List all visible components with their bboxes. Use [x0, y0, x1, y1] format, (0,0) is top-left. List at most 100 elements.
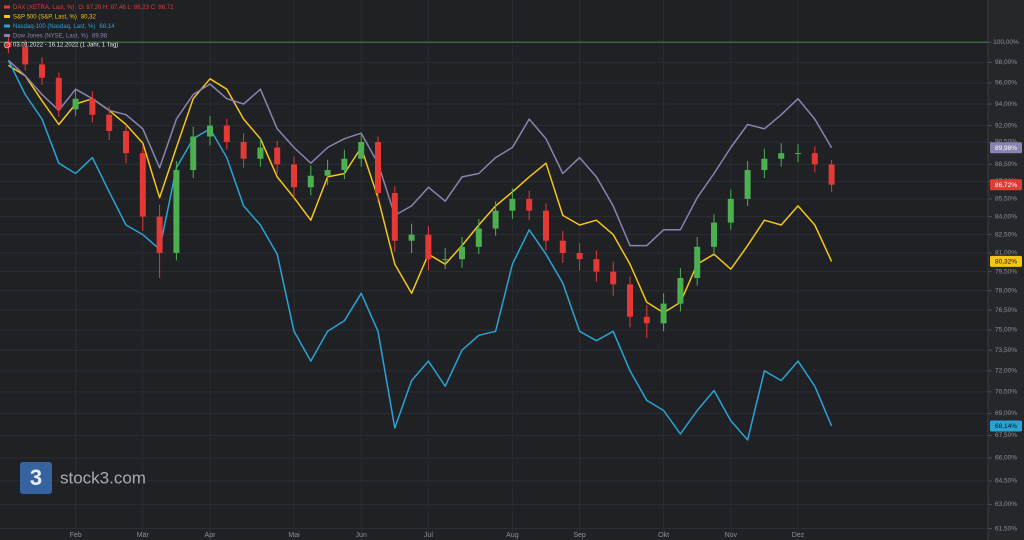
candle-body	[257, 147, 264, 159]
x-tick-label: Sep	[573, 532, 586, 539]
legend-swatch	[4, 34, 10, 37]
y-tick-label: 64,50%	[995, 478, 1017, 485]
legend-entry: S&P 500 (S&P, Last, %) 80,32	[13, 14, 97, 20]
candle-body	[223, 125, 230, 143]
y-tick-label: 85,50%	[995, 196, 1017, 203]
candle-body	[123, 131, 129, 154]
last-value-badge	[990, 179, 1022, 191]
candle-body	[442, 259, 449, 261]
x-tick-label: Jul	[424, 532, 433, 539]
candle-body	[543, 210, 549, 241]
candle-body	[559, 240, 566, 253]
candle-body	[727, 198, 734, 223]
candle-body	[156, 216, 163, 253]
candle-body	[173, 170, 180, 253]
legend-swatch	[4, 24, 10, 28]
y-tick-label: 81,00%	[995, 250, 1017, 257]
candle-body	[761, 158, 768, 171]
plot-area	[0, 36, 988, 441]
y-tick-label: 94,00%	[995, 101, 1017, 108]
watermark-text: stock3.com	[60, 468, 146, 487]
candle-body	[475, 228, 482, 247]
y-tick-label: 90,50%	[995, 139, 1017, 146]
y-axis: 100,00% 98,00% 96,00% 94,00% 92,00% 90,50% 88,…	[70, 39, 1022, 539]
y-tick-label: 76,50%	[995, 307, 1017, 314]
candle-body	[509, 198, 516, 211]
y-tick-label: 66,00%	[995, 455, 1017, 462]
candle-body	[408, 234, 415, 241]
last-value-label: 80,32%	[995, 259, 1017, 266]
y-tick-label: 96,00%	[995, 80, 1017, 87]
y-tick-label: 67,50%	[995, 432, 1017, 439]
legend-name: Nasdaq-100 (Nasdaq, Last, %)	[13, 24, 95, 30]
candle-body	[576, 252, 583, 260]
last-value-badge	[990, 255, 1022, 267]
grid	[0, 0, 988, 540]
x-tick-label: Feb	[70, 532, 82, 539]
candle-body	[643, 316, 650, 324]
candle-body	[274, 147, 281, 165]
x-tick-label: Dez	[792, 532, 805, 539]
candle-body	[795, 153, 801, 155]
y-tick-label: 100,00%	[993, 39, 1019, 46]
x-tick-label: Jun	[356, 532, 367, 539]
last-value-label: 89,98%	[995, 145, 1017, 152]
candle-body	[5, 42, 12, 48]
series-line	[7, 59, 833, 441]
y-tick-label: 72,00%	[995, 368, 1017, 375]
x-tick-label: Mär	[137, 532, 150, 539]
candle-body	[593, 259, 600, 272]
candle-body	[89, 98, 96, 115]
last-value-badge	[990, 142, 1022, 154]
y-tick-label: 61,50%	[995, 525, 1017, 532]
y-tick-label: 88,50%	[995, 161, 1017, 168]
logo-glyph: 3	[30, 465, 42, 490]
legend-value: 89,98	[92, 33, 108, 39]
y-tick-label: 75,00%	[995, 327, 1017, 334]
x-tick-label: Aug	[506, 532, 519, 539]
candle-body	[358, 142, 365, 159]
candle-body	[190, 136, 197, 171]
candle-body	[828, 164, 835, 185]
candle-body	[55, 77, 62, 110]
candle-body	[492, 210, 499, 229]
candle-body	[627, 284, 633, 317]
clock-icon	[3, 41, 11, 49]
candle-body	[660, 303, 667, 324]
legend-name: Dow Jones (NYSE, Last, %)	[13, 33, 88, 39]
candle-body	[694, 246, 701, 278]
legend-swatch	[4, 5, 10, 9]
y-tick-label: 98,00%	[995, 59, 1017, 66]
x-tick-label: Apr	[205, 532, 217, 539]
y-tick-label: 70,50%	[995, 389, 1017, 396]
candle-body	[106, 114, 113, 132]
watermark: 3 stock3.com	[20, 462, 146, 494]
legend: DAX (XETRA, Last, %) O: 87,20 H: 87,46 L:…	[3, 5, 174, 49]
legend-value: 68,14	[99, 24, 115, 30]
y-tick-label: 84,00%	[995, 213, 1017, 220]
last-value-label: 86,72%	[995, 182, 1017, 189]
candle-body	[240, 142, 247, 159]
legend-name: DAX (XETRA, Last, %)	[13, 5, 74, 11]
y-axis-panel	[988, 0, 1024, 540]
legend-value: 80,32	[81, 14, 97, 20]
candle-body	[39, 64, 45, 78]
last-value-badge	[990, 420, 1022, 432]
y-tick-label: 82,50%	[995, 231, 1017, 238]
y-tick-label: 63,00%	[995, 501, 1017, 508]
x-tick-label: Okt	[658, 532, 669, 539]
legend-entry: DAX (XETRA, Last, %) O: 87,20 H: 87,46 L:…	[13, 5, 174, 11]
candle-body	[711, 222, 717, 247]
candle-body	[341, 158, 348, 171]
x-tick-label: Nov	[725, 532, 738, 539]
period-label: 03.01.2022 - 16.12.2022 (1 Jahr, 1 Tag)	[13, 43, 118, 49]
y-tick-label: 92,00%	[995, 122, 1017, 129]
y-tick-label: 73,50%	[995, 347, 1017, 354]
legend-entry: Dow Jones (NYSE, Last, %) 89,98	[13, 33, 108, 39]
legend-entry: Nasdaq-100 (Nasdaq, Last, %) 68,14	[13, 24, 115, 30]
candle-body	[139, 153, 146, 217]
y-tick-label: 78,00%	[995, 287, 1017, 294]
candle-body	[459, 246, 465, 260]
candle-body	[425, 234, 432, 260]
